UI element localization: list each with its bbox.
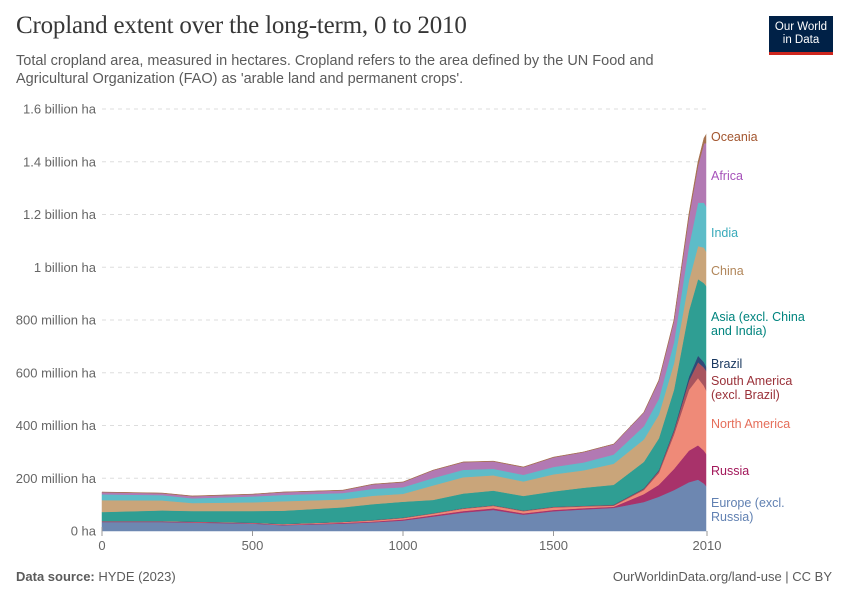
area-india[interactable] — [101, 202, 708, 504]
series-label-line: Oceania — [711, 130, 758, 144]
chart-subtitle: Total cropland area, measured in hectare… — [16, 53, 654, 87]
y-tick-label: 800 million ha — [16, 313, 97, 328]
series-label-line: (excl. Brazil) — [711, 388, 780, 402]
series-label-brazil[interactable]: Brazil — [711, 357, 742, 371]
y-tick-label: 1 billion ha — [34, 260, 97, 275]
y-tick-label: 0 ha — [71, 524, 97, 539]
series-label-oceania[interactable]: Oceania — [711, 130, 758, 144]
y-tick-label: 1.2 billion ha — [23, 207, 97, 222]
series-labels: Europe (excl. Russia) Russia North America S… — [711, 130, 805, 524]
x-tick-label: 1000 — [389, 538, 418, 553]
series-label-line: Africa — [711, 169, 743, 183]
gridlines — [102, 108, 707, 479]
series-label-africa[interactable]: Africa — [711, 169, 743, 183]
x-tick-label: 0 — [98, 538, 105, 553]
series-label-line: Russia — [711, 464, 749, 478]
y-tick-label: 1.4 billion ha — [23, 154, 97, 169]
y-tick-label: 600 million ha — [16, 365, 97, 380]
series-label-asia-excl-china-and-india[interactable]: Asia (excl. China and India) — [711, 310, 805, 338]
logo-line-1: Our World — [774, 21, 828, 33]
area-series — [101, 132, 708, 532]
chart-title: Cropland extent over the long-term, 0 to… — [16, 12, 467, 39]
series-label-russia[interactable]: Russia — [711, 464, 749, 478]
series-label-north-america[interactable]: North America — [711, 417, 790, 431]
x-tick-label: 2010 — [693, 538, 722, 553]
series-label-line: and India) — [711, 324, 767, 338]
logo-line-2: in Data — [782, 34, 820, 46]
series-label-line: South America — [711, 374, 792, 388]
data-source-value: HYDE (2023) — [98, 569, 176, 584]
source-link[interactable]: OurWorldinData.org/land-use | CC BY — [612, 569, 832, 584]
series-label-line: Brazil — [711, 357, 742, 371]
series-label-line: India — [711, 226, 738, 240]
series-label-line: China — [711, 264, 744, 278]
area-oceania[interactable] — [101, 132, 708, 497]
series-label-china[interactable]: China — [711, 264, 744, 278]
series-label-line: Asia (excl. China — [711, 310, 805, 324]
x-tick-label: 1500 — [539, 538, 568, 553]
series-label-line: Russia) — [711, 510, 753, 524]
data-source: Data source: HYDE (2023) — [16, 569, 176, 584]
series-label-south-america-excl-brazil[interactable]: South America (excl. Brazil) — [711, 374, 792, 402]
series-label-india[interactable]: India — [711, 226, 738, 240]
y-tick-label: 200 million ha — [16, 471, 97, 486]
series-label-line: Europe (excl. — [711, 496, 785, 510]
area-africa[interactable] — [101, 142, 708, 499]
series-label-line: North America — [711, 417, 790, 431]
area-china[interactable] — [101, 245, 708, 513]
data-source-label: Data source: — [16, 569, 95, 584]
y-tick-label: 1.6 billion ha — [23, 102, 97, 117]
axes: 0 ha 200 million ha 400 million ha 600 mill… — [16, 102, 722, 554]
series-label-europe-excl-russia[interactable]: Europe (excl. Russia) — [711, 496, 785, 524]
owid-logo[interactable]: Our World in Data — [769, 16, 833, 55]
x-tick-label: 500 — [242, 538, 264, 553]
y-tick-label: 400 million ha — [16, 418, 97, 433]
